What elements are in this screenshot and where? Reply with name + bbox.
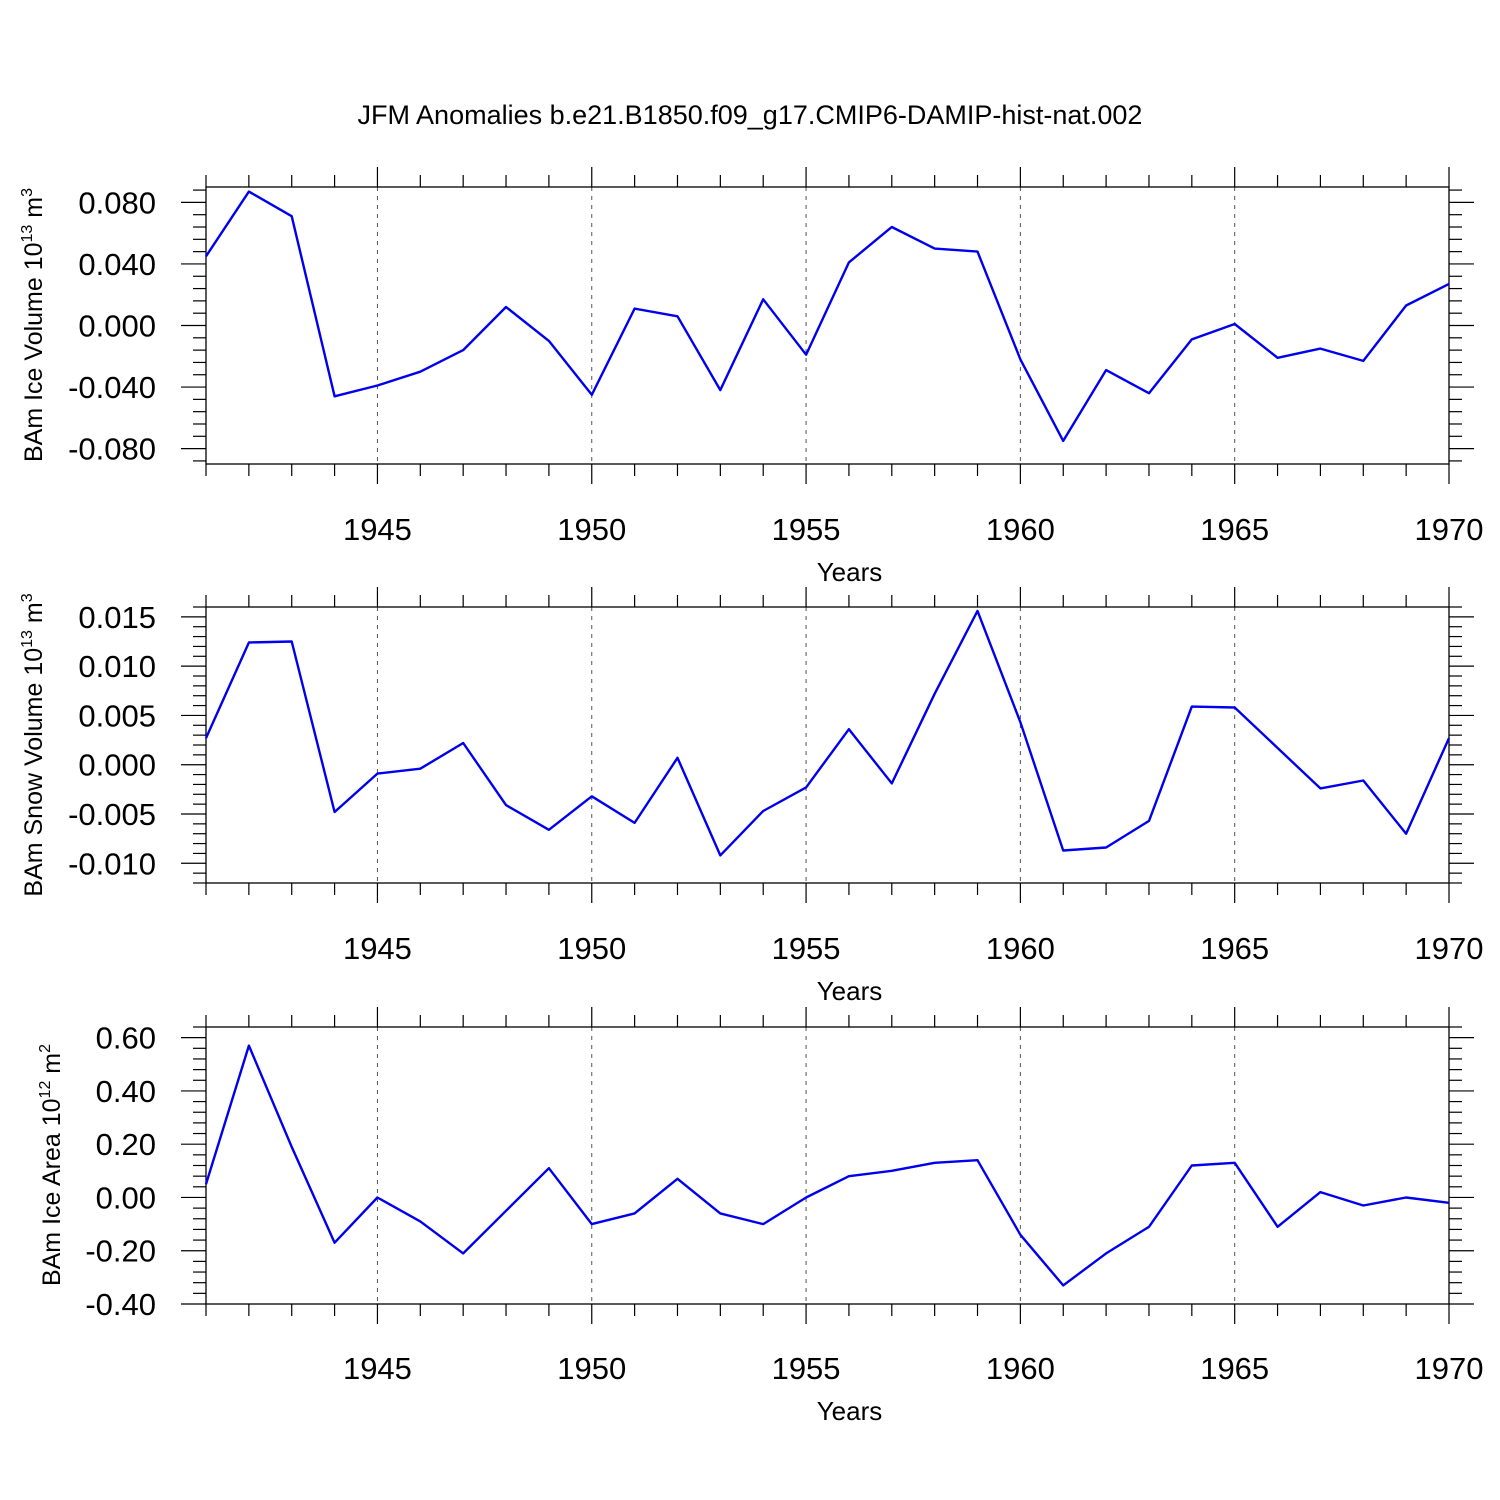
- plot-frame: [205, 186, 1450, 465]
- x-tick-label: 1945: [343, 512, 412, 547]
- x-axis-title: Years: [817, 1396, 883, 1426]
- x-tick-label: 1955: [772, 931, 841, 966]
- y-tick-label: 0.010: [78, 649, 156, 684]
- x-tick-label: 1950: [557, 931, 626, 966]
- y-tick-label: 0.00: [96, 1180, 156, 1215]
- y-tick-label: 0.040: [78, 247, 156, 282]
- x-tick-label: 1965: [1200, 1351, 1269, 1386]
- y-tick-label: 0.005: [78, 698, 156, 733]
- y-tick-label: 0.40: [96, 1074, 156, 1109]
- y-tick-label: -0.080: [68, 432, 156, 467]
- y-axis-title: BAm Snow Volume 1013 m3: [19, 593, 48, 896]
- panels: 0.080 0.040 0.000 -0.040 -0.080 1945 1950 1955 1…: [19, 167, 1483, 1426]
- x-tick-label: 1950: [557, 512, 626, 547]
- series-line-snow-volume: [204, 609, 1451, 857]
- plot-frame: [205, 606, 1450, 884]
- x-tick-label: 1945: [343, 1351, 412, 1386]
- x-tick-label: 1955: [772, 512, 841, 547]
- x-axis-title: Years: [817, 976, 883, 1006]
- y-tick-label: 0.000: [78, 748, 156, 783]
- plot-frame: [205, 1026, 1450, 1305]
- series-line-ice-area: [204, 1044, 1450, 1287]
- y-tick-label: -0.040: [68, 370, 156, 405]
- x-tick-label: 1950: [557, 1351, 626, 1386]
- y-tick-label: -0.40: [85, 1287, 156, 1322]
- panel-ice-volume: 0.080 0.040 0.000 -0.040 -0.080 1945 1950 1955 1…: [19, 167, 1483, 587]
- y-tick-label: 0.20: [96, 1127, 156, 1162]
- series-line-ice-volume: [204, 190, 1450, 443]
- x-tick-label: 1960: [986, 512, 1055, 547]
- chart-title: JFM Anomalies b.e21.B1850.f09_g17.CMIP6-…: [358, 100, 1143, 130]
- y-tick-label: 0.60: [96, 1021, 156, 1056]
- y-axis-title: BAm Ice Area 1012 m2: [37, 1044, 66, 1286]
- x-tick-label: 1970: [1415, 512, 1484, 547]
- panel-ice-area: 0.60 0.40 0.20 0.00 -0.20 -0.40 1945 1950 1955 19…: [37, 1007, 1483, 1426]
- x-tick-label: 1955: [772, 1351, 841, 1386]
- y-tick-label: 0.015: [78, 600, 156, 635]
- y-axis-title: BAm Ice Volume 1013 m3: [19, 188, 48, 462]
- x-tick-label: 1945: [343, 931, 412, 966]
- x-tick-label: 1965: [1200, 931, 1269, 966]
- y-tick-label: 0.000: [78, 309, 156, 344]
- x-tick-label: 1965: [1200, 512, 1269, 547]
- y-tick-label: -0.005: [68, 797, 156, 832]
- y-tick-label: 0.080: [78, 185, 156, 220]
- y-tick-label: -0.20: [85, 1234, 156, 1269]
- x-tick-label: 1970: [1415, 1351, 1484, 1386]
- x-tick-label: 1970: [1415, 931, 1484, 966]
- panel-snow-volume: 0.015 0.010 0.005 0.000 -0.005 -0.010 1945 1950…: [19, 587, 1483, 1006]
- x-tick-label: 1960: [986, 931, 1055, 966]
- x-tick-label: 1960: [986, 1351, 1055, 1386]
- y-tick-label: -0.010: [68, 846, 156, 881]
- x-axis-title: Years: [817, 557, 883, 587]
